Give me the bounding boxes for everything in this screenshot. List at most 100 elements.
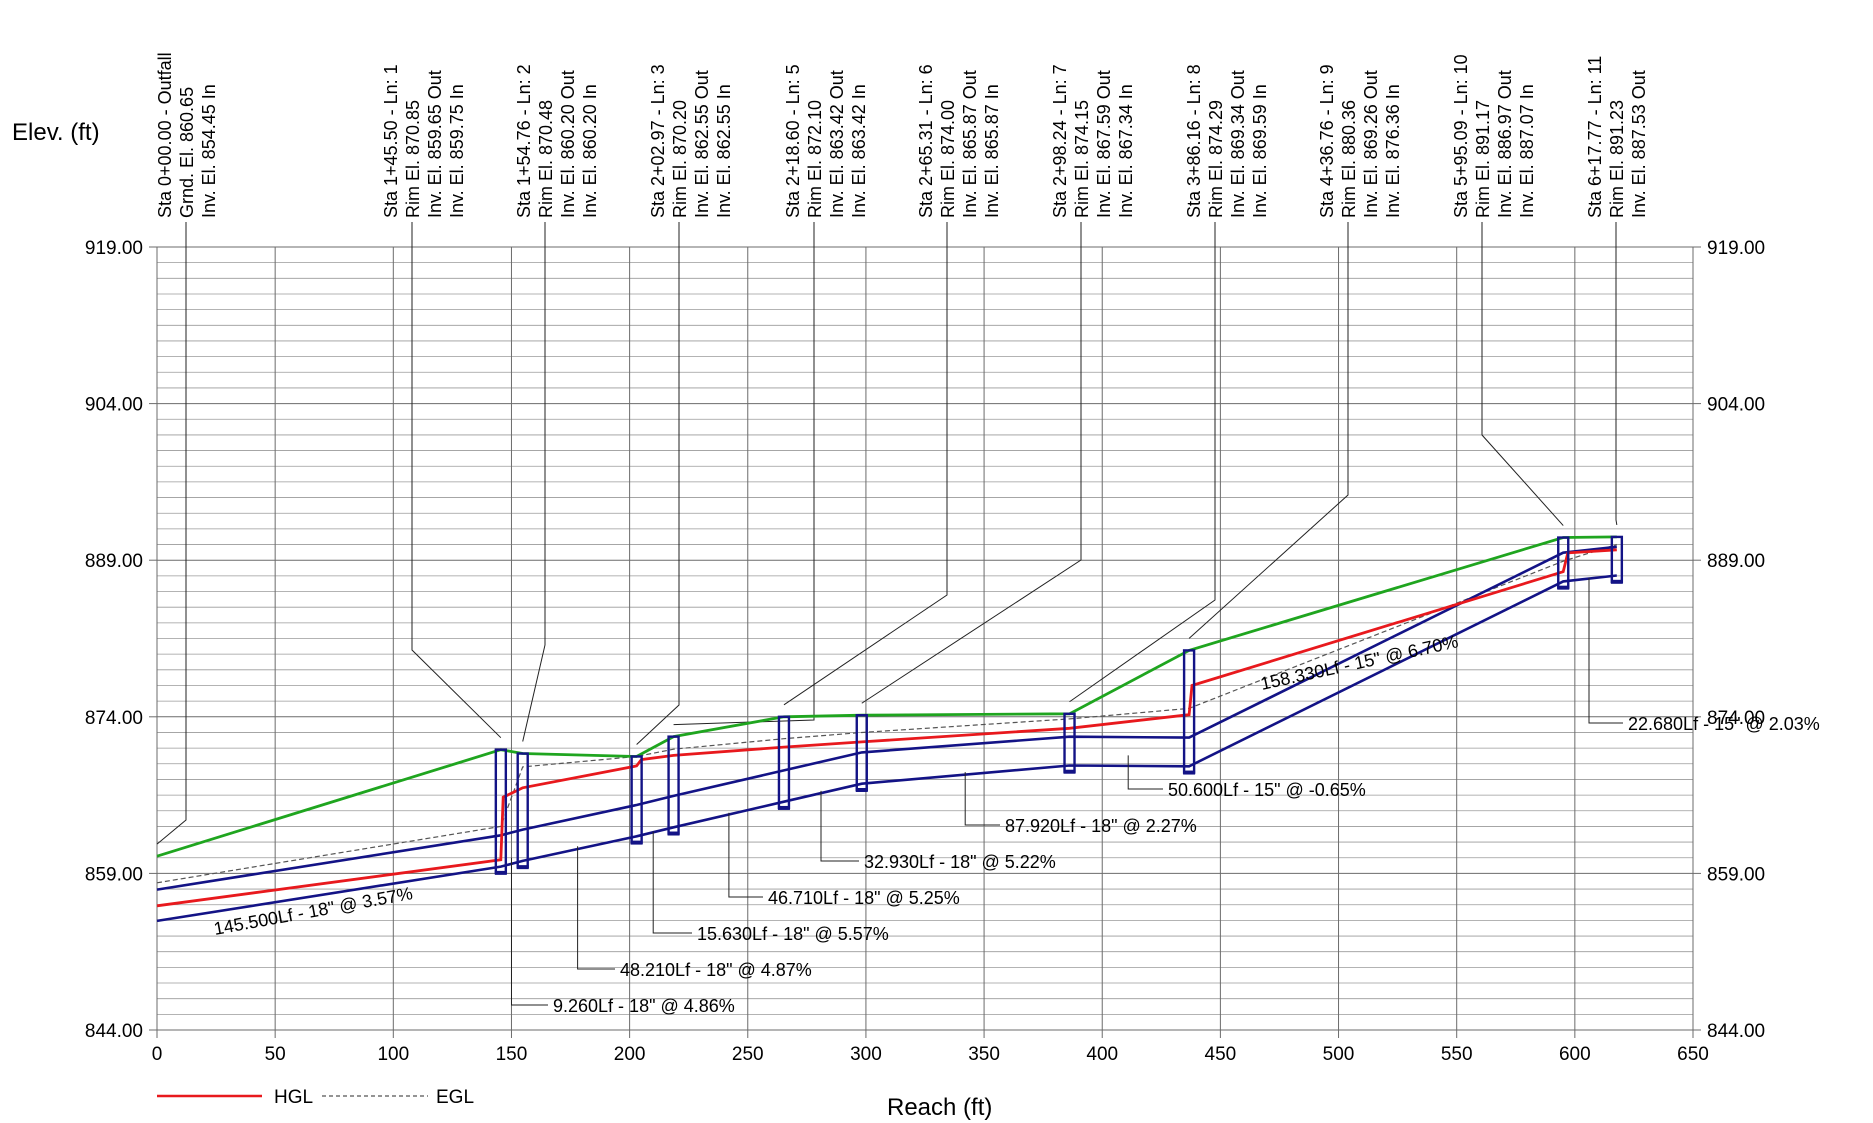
station-leader: [1069, 222, 1216, 703]
pipe-label-leader: [577, 846, 615, 970]
station-label-line: Inv. El. 863.42 In: [849, 84, 869, 218]
pipe-label: 32.930Lf - 18" @ 5.22%: [864, 852, 1056, 872]
pipe-label-leader: [511, 857, 548, 1006]
ground-line: [156, 535, 1617, 858]
station-label-line: Rim El. 891.23: [1607, 100, 1627, 218]
y-tick-label-right: 844.00: [1707, 1021, 1765, 1042]
station-label-line: Sta 6+17.77 - Ln: 11: [1585, 56, 1605, 218]
station-label-line: Sta 2+98.24 - Ln: 7: [1050, 64, 1070, 218]
station-label-line: Inv. El. 867.34 In: [1116, 84, 1136, 218]
pipe-label: 50.600Lf - 15" @ -0.65%: [1168, 780, 1366, 800]
station-leader: [783, 222, 948, 706]
x-tick-label: 150: [496, 1044, 528, 1065]
station-label-line: Sta 1+54.76 - Ln: 2: [514, 64, 534, 218]
station-label-line: Sta 5+95.09 - Ln: 10: [1451, 54, 1471, 218]
station-label-line: Sta 0+00.00 - Outfall: [155, 52, 175, 218]
pipe-label: 145.500Lf - 18" @ 3.57%: [212, 883, 414, 939]
station-label-line: Inv. El. 859.65 Out: [425, 70, 445, 218]
hgl-line: [156, 548, 1617, 908]
station-label-line: Inv. El. 865.87 In: [982, 84, 1002, 218]
station-label-line: Rim El. 874.15: [1072, 100, 1092, 218]
pipe-invert-line: [156, 574, 1617, 923]
y-tick-label-right: 859.00: [1707, 864, 1765, 885]
manhole-structure: [516, 752, 529, 869]
pipe-label-leader: [652, 831, 692, 934]
pipe-label: 22.680Lf - 15" @ 2.03%: [1628, 714, 1820, 734]
y-tick-label-right: 904.00: [1707, 395, 1765, 416]
x-tick-label: 500: [1323, 1044, 1355, 1065]
x-tick-label: 550: [1441, 1044, 1473, 1065]
station-label-line: Inv. El. 886.97 Out: [1495, 70, 1515, 218]
station-leader: [411, 222, 502, 739]
station-label-line: Rim El. 874.00: [938, 100, 958, 218]
station-leader: [673, 222, 815, 726]
station-label-line: Inv. El. 863.42 Out: [827, 70, 847, 218]
pipe-label: 46.710Lf - 18" @ 5.25%: [768, 888, 960, 908]
station-label-line: Inv. El. 860.20 In: [580, 84, 600, 218]
pipe-label-leader: [964, 772, 1000, 826]
x-axis-title: Reach (ft): [887, 1094, 992, 1121]
pipe-label-leader: [1588, 577, 1623, 724]
station-label-line: Rim El. 870.20: [670, 100, 690, 218]
manhole-structure: [1063, 712, 1076, 773]
x-tick-label: 50: [265, 1044, 286, 1065]
x-tick-label: 200: [614, 1044, 646, 1065]
pipe-label-leader: [820, 790, 859, 862]
station-label-line: Rim El. 870.48: [536, 100, 556, 218]
y-tick-label-left: 844.00: [85, 1021, 143, 1042]
station-label-line: Inv. El. 867.59 Out: [1094, 70, 1114, 218]
station-label-line: Inv. El. 862.55 In: [714, 84, 734, 218]
station-label-line: Inv. El. 854.45 In: [199, 84, 219, 218]
x-tick-label: 100: [377, 1044, 409, 1065]
station-label-line: Sta 2+18.60 - Ln: 5: [783, 64, 803, 218]
station-leader: [1188, 222, 1349, 639]
pipe-crown-line: [156, 545, 1617, 891]
y-tick-label-left: 859.00: [85, 864, 143, 885]
pipe-label: 48.210Lf - 18" @ 4.87%: [620, 960, 812, 980]
manhole-structure: [777, 715, 791, 810]
station-label-line: Inv. El. 860.20 Out: [558, 70, 578, 218]
egl-line: [156, 543, 1617, 884]
x-tick-label: 0: [152, 1044, 163, 1065]
station-label-line: Inv. El. 876.36 In: [1383, 84, 1403, 218]
station-label-line: Inv. El. 862.55 Out: [692, 70, 712, 218]
station-label-line: Sta 2+65.31 - Ln: 6: [916, 64, 936, 218]
station-label-line: Inv. El. 887.53 Out: [1629, 70, 1649, 218]
station-label-line: Rim El. 880.36: [1339, 100, 1359, 218]
station-label-line: Rim El. 874.29: [1206, 100, 1226, 218]
station-label-line: Grnd. El. 860.65: [177, 87, 197, 218]
y-tick-label-left: 919.00: [85, 238, 143, 259]
station-label-line: Inv. El. 865.87 Out: [960, 70, 980, 218]
axes: 844.00 844.00 859.00 859.00 874.00 874.00 889.…: [85, 238, 1765, 1065]
station-label-line: Sta 1+45.50 - Ln: 1: [381, 64, 401, 218]
pipe-label: 158.330Lf - 15" @ 6.70%: [1259, 631, 1460, 694]
station-leader: [522, 222, 546, 742]
station-label-line: Sta 2+02.97 - Ln: 3: [648, 64, 668, 218]
y-tick-label-left: 874.00: [85, 708, 143, 729]
pipe-label-leader: [1127, 755, 1163, 790]
station-label-line: Rim El. 891.17: [1473, 100, 1493, 218]
y-tick-label-right: 874.00: [1707, 708, 1765, 729]
station-leader: [1481, 222, 1564, 526]
x-tick-label: 350: [968, 1044, 1000, 1065]
x-tick-label: 250: [732, 1044, 764, 1065]
station-label-line: Inv. El. 869.26 Out: [1361, 70, 1381, 218]
pipe-labels: 145.500Lf - 18" @ 3.57% 9.260Lf - 18" @ 4…: [212, 577, 1820, 1016]
x-tick-label: 600: [1559, 1044, 1591, 1065]
y-tick-label-right: 919.00: [1707, 238, 1765, 259]
station-label-line: Sta 4+36.76 - Ln: 9: [1317, 64, 1337, 218]
manhole-structure: [630, 755, 643, 844]
x-tick-label: 650: [1677, 1044, 1709, 1065]
station-leaders: [156, 222, 1618, 845]
legend-hgl-label: HGL: [274, 1087, 313, 1108]
x-tick-label: 400: [1086, 1044, 1118, 1065]
pipe-label: 87.920Lf - 18" @ 2.27%: [1005, 816, 1197, 836]
station-leader: [636, 222, 680, 745]
pipe-label: 9.260Lf - 18" @ 4.86%: [553, 996, 735, 1016]
grid: [156, 246, 1694, 1031]
y-tick-label-right: 889.00: [1707, 551, 1765, 572]
legend: HGL EGL: [157, 1087, 474, 1108]
station-leader: [861, 222, 1082, 704]
pipe-label: 15.630Lf - 18" @ 5.57%: [697, 924, 889, 944]
